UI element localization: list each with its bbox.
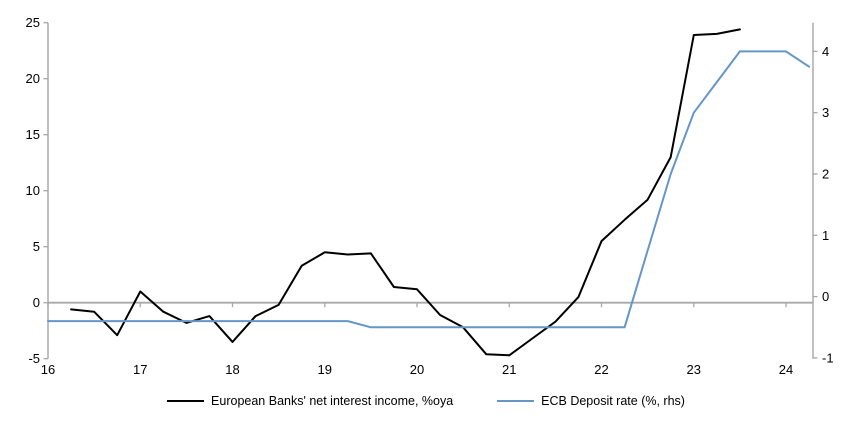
x-axis-label: 16 [41,362,55,377]
right-axis-label: -1 [822,350,834,365]
left-axis-label: 0 [33,295,40,310]
right-axis-label: 0 [822,289,829,304]
black-line-swatch-icon [167,400,205,402]
left-axis-label: 25 [26,15,40,30]
left-axis-label: 10 [26,183,40,198]
left-axis-label: 15 [26,127,40,142]
left-axis-label: 20 [26,71,40,86]
x-axis-label: 17 [133,362,147,377]
legend-item-ecb-deposit-rate: ECB Deposit rate (%, rhs) [497,394,685,408]
legend-label-ecb-deposit-rate: ECB Deposit rate (%, rhs) [541,394,685,408]
right-axis-label: 2 [822,167,829,182]
legend-item-net-interest-income: European Banks' net interest income, %oy… [167,394,453,408]
left-axis-label: 5 [33,239,40,254]
legend-label-net-interest-income: European Banks' net interest income, %oy… [211,394,454,408]
chart-legend: European Banks' net interest income, %oy… [0,394,852,408]
right-axis-label: 1 [822,228,829,243]
x-axis-label: 23 [687,362,701,377]
left-axis-label: -5 [28,351,40,366]
x-axis-label: 24 [779,362,793,377]
series-line-0 [70,28,741,357]
x-axis-label: 18 [225,362,239,377]
series-line-1 [47,50,811,329]
right-axis-label: 3 [822,105,829,120]
x-axis-label: 22 [594,362,608,377]
x-axis-label: 19 [318,362,332,377]
right-axis-label: 4 [822,44,829,59]
x-axis-label: 20 [410,362,424,377]
blue-line-swatch-icon [497,400,535,402]
x-axis-label: 21 [502,362,516,377]
